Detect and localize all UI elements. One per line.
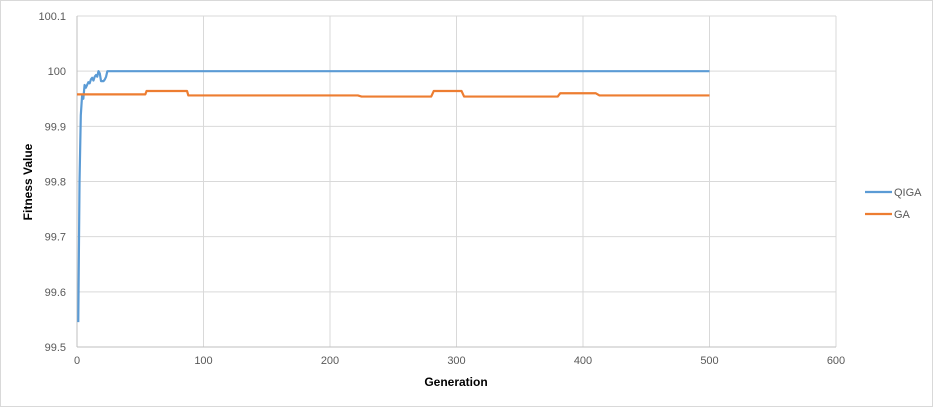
plot-series bbox=[77, 70, 710, 323]
y-axis-title: Fitness Value bbox=[21, 143, 35, 220]
series-line-ga bbox=[77, 89, 710, 98]
legend-label: QIGA bbox=[894, 187, 922, 199]
y-tick-label: 100.1 bbox=[38, 11, 66, 23]
x-tick-label: 200 bbox=[321, 355, 339, 367]
y-tick-label: 100 bbox=[48, 66, 66, 78]
y-tick-label: 99.7 bbox=[45, 232, 66, 244]
x-tick-label: 400 bbox=[574, 355, 592, 367]
gridlines bbox=[77, 15, 837, 347]
x-tick-label: 100 bbox=[194, 355, 212, 367]
y-tick-label: 99.8 bbox=[45, 177, 66, 189]
tick-labels: 0 100 200 300 400 500 600 99.5 99.6 99.7 99.8 99.9 1… bbox=[38, 11, 845, 367]
y-tick-label: 99.6 bbox=[45, 287, 66, 299]
axes bbox=[76, 16, 836, 348]
x-tick-label: 0 bbox=[74, 355, 80, 367]
x-axis-title: Generation bbox=[424, 375, 487, 389]
x-tick-label: 500 bbox=[700, 355, 718, 367]
series-line-qiga bbox=[77, 70, 710, 323]
y-tick-label: 99.5 bbox=[45, 342, 66, 354]
y-tick-label: 99.9 bbox=[45, 121, 66, 133]
legend: QIGA GA bbox=[865, 187, 922, 221]
x-tick-label: 300 bbox=[447, 355, 465, 367]
x-tick-label: 600 bbox=[827, 355, 845, 367]
legend-label: GA bbox=[894, 209, 911, 221]
